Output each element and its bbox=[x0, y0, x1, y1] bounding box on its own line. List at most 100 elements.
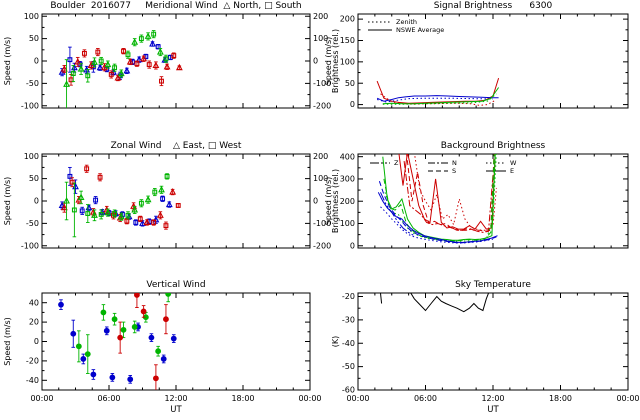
panel-title: Vertical Wind bbox=[146, 280, 205, 290]
panel-title: Sky Temperature bbox=[455, 280, 531, 290]
series-blue-south bbox=[378, 181, 497, 244]
y-tick-label: -40 bbox=[26, 376, 39, 385]
series-blue-vertical bbox=[58, 299, 177, 384]
legend-label: N bbox=[452, 159, 457, 167]
series-red-west bbox=[414, 154, 497, 231]
y2-tick-label: 100 bbox=[313, 174, 328, 183]
x-tick-label: 06:00 bbox=[97, 394, 120, 403]
y-tick-label: 0 bbox=[34, 197, 39, 206]
y-tick-label: 40 bbox=[29, 298, 39, 307]
x-tick-label: 12:00 bbox=[164, 394, 187, 403]
y-tick-label: 150 bbox=[340, 36, 355, 45]
y-axis-title: Speed (m/s) bbox=[3, 317, 12, 366]
y-tick-label: -100 bbox=[21, 101, 39, 110]
y2-tick-label: 200 bbox=[313, 12, 328, 21]
series-blue-average bbox=[376, 95, 499, 102]
x-tick-label: 18:00 bbox=[549, 394, 572, 403]
series-area bbox=[380, 293, 489, 313]
y-tick-label: 0 bbox=[34, 337, 39, 346]
y-tick-label: 0 bbox=[350, 100, 355, 109]
y-tick-label: 50 bbox=[29, 174, 39, 183]
axes: 00:00 06:00 12:00 18:00 00:00 UT -60 -50 -40 -30 -… bbox=[331, 292, 640, 415]
series-green-east bbox=[382, 154, 496, 241]
y-tick-label: 200 bbox=[340, 15, 355, 24]
legend-label: NSWE Average bbox=[396, 26, 444, 34]
x-tick-label: 12:00 bbox=[481, 394, 504, 403]
panel-sky-temperature: Sky Temperature 00:00 06:00 12:00 18:00 00:00… bbox=[331, 280, 640, 415]
x-tick-label: 06:00 bbox=[414, 394, 437, 403]
series-blue-zenith bbox=[380, 192, 415, 237]
x-tick-label: 00:00 bbox=[30, 394, 53, 403]
plot-frame bbox=[41, 292, 311, 391]
y-tick-label: 200 bbox=[340, 197, 355, 206]
series-red-east bbox=[398, 154, 496, 230]
series-blue-zenith bbox=[376, 97, 494, 103]
series-green-west bbox=[384, 154, 497, 242]
plot-frame bbox=[357, 292, 629, 391]
y2-axis-title: Speed (m/s) bbox=[324, 177, 333, 226]
panel-background-brightness: Background Brightness 0 100 200 300 400Bright… bbox=[331, 141, 629, 250]
y-tick-label: -40 bbox=[342, 339, 355, 348]
y-tick-label: 300 bbox=[340, 175, 355, 184]
y2-tick-label: 0 bbox=[313, 197, 318, 206]
y-tick-label: 50 bbox=[29, 34, 39, 43]
y-tick-label: 0 bbox=[34, 57, 39, 66]
panel-title: Zonal Wind △ East, □ West bbox=[111, 141, 242, 151]
y-axis-title: Brightness (rel.) bbox=[331, 169, 340, 233]
y-tick-label: -50 bbox=[26, 79, 39, 88]
y2-tick-label: -100 bbox=[313, 79, 331, 88]
y-tick-label: -100 bbox=[21, 241, 39, 250]
series-area bbox=[376, 77, 500, 106]
axes: 00:00 06:00 12:00 18:00 00:00 UT -40 -20 0 20 40 Sp… bbox=[3, 292, 322, 415]
plot-frame bbox=[41, 153, 311, 249]
x-tick-label: 18:00 bbox=[231, 394, 254, 403]
y2-tick-label: -200 bbox=[313, 101, 331, 110]
y-tick-label: -20 bbox=[342, 292, 355, 301]
x-tick-label: 00:00 bbox=[616, 394, 639, 403]
series-green-north-south bbox=[63, 30, 169, 108]
panel-meridional-wind: Boulder 2016077 Meridional Wind △ North,… bbox=[3, 1, 333, 110]
panel-title: Signal Brightness 6300 bbox=[434, 1, 553, 11]
panel-title: Background Brightness bbox=[441, 141, 546, 151]
y-tick-label: 100 bbox=[340, 219, 355, 228]
series-green-zenith bbox=[382, 93, 497, 105]
series-area bbox=[58, 164, 181, 238]
x-tick-label: 00:00 bbox=[346, 394, 369, 403]
y-tick-label: -20 bbox=[26, 357, 39, 366]
y-tick-label: -50 bbox=[26, 219, 39, 228]
legend-label: Z bbox=[394, 159, 399, 167]
series-blue-east bbox=[377, 192, 498, 243]
y-axis-title: Speed (m/s) bbox=[3, 177, 12, 226]
series-sky-temp-main bbox=[410, 293, 489, 313]
series-green-vertical bbox=[75, 293, 172, 374]
y-axis-title: (K) bbox=[331, 336, 340, 348]
y-tick-label: 0 bbox=[350, 241, 355, 250]
series-red-south bbox=[406, 154, 495, 232]
legend-label: Zenith bbox=[396, 18, 417, 26]
y2-tick-label: -100 bbox=[313, 219, 331, 228]
panel-title: Boulder 2016077 Meridional Wind △ North,… bbox=[50, 1, 301, 11]
y-tick-label: 100 bbox=[24, 152, 39, 161]
panel-vertical-wind: Vertical Wind 00:00 06:00 12:00 18:00 00:00 UT… bbox=[3, 280, 322, 415]
series-red-average bbox=[376, 77, 500, 104]
legend-label: E bbox=[510, 167, 514, 175]
y-tick-label: -60 bbox=[342, 386, 355, 395]
y2-tick-label: -200 bbox=[313, 241, 331, 250]
y-tick-label: 400 bbox=[340, 152, 355, 161]
panel-zonal-wind: Zonal Wind △ East, □ West-100-50050100Sp… bbox=[3, 141, 333, 250]
y-tick-label: -50 bbox=[342, 362, 355, 371]
y-tick-label: 100 bbox=[340, 57, 355, 66]
series-blue-west bbox=[380, 206, 494, 244]
series-area bbox=[377, 154, 498, 244]
legend-label: W bbox=[510, 159, 517, 167]
series-area bbox=[58, 293, 177, 390]
x-tick-label: 00:00 bbox=[298, 394, 321, 403]
series-red-zenith bbox=[380, 93, 496, 106]
x-axis-title: UT bbox=[170, 405, 182, 415]
